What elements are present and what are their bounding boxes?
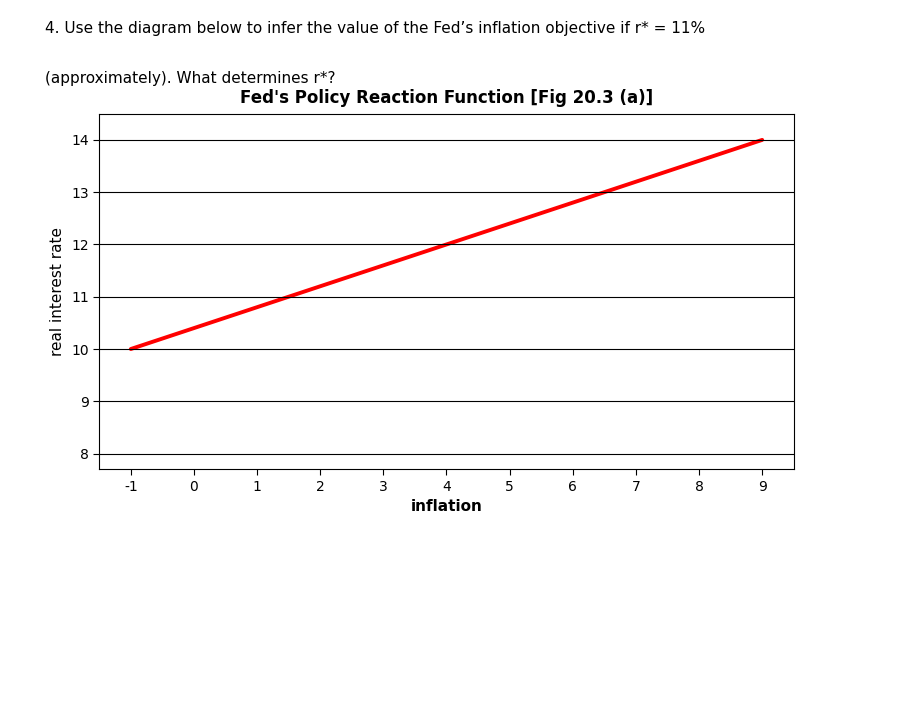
X-axis label: inflation: inflation <box>410 499 483 514</box>
Y-axis label: real interest rate: real interest rate <box>51 227 66 356</box>
Text: 4. Use the diagram below to infer the value of the Fed’s inflation objective if : 4. Use the diagram below to infer the va… <box>45 21 705 36</box>
Title: Fed's Policy Reaction Function [Fig 20.3 (a)]: Fed's Policy Reaction Function [Fig 20.3… <box>240 89 653 107</box>
Text: (approximately). What determines r*?: (approximately). What determines r*? <box>45 71 336 86</box>
